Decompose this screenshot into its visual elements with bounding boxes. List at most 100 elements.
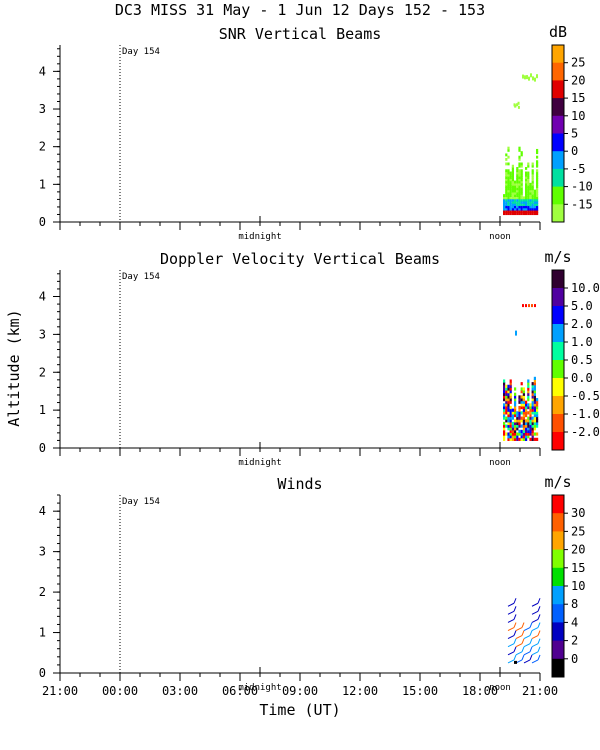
snr-cell — [511, 209, 514, 213]
snr-cell — [520, 205, 523, 209]
doppler-cell — [520, 416, 523, 420]
snr-cell — [522, 203, 525, 207]
doppler-cell — [518, 419, 521, 423]
x-tick-label: 06:00 — [222, 684, 258, 698]
doppler-cell — [529, 408, 532, 412]
doppler-cell — [522, 421, 525, 426]
snr-cell — [536, 200, 539, 204]
snr-cell — [518, 162, 521, 166]
doppler-velocity-panel: Doppler Velocity Vertical Beams 0 1 2 3 4 Day … — [39, 248, 600, 468]
snr-cell — [536, 209, 539, 213]
colorbar-segment — [552, 378, 564, 397]
snr-cell — [536, 169, 539, 173]
doppler-cell — [509, 424, 512, 428]
annotation-midnight: midnight — [238, 683, 281, 693]
wind-barb — [515, 651, 523, 656]
doppler-cell — [514, 387, 517, 391]
snr-cell — [531, 173, 534, 177]
wind-barb-flag — [513, 606, 517, 612]
snr-cell — [536, 198, 539, 202]
snr-cell — [507, 189, 510, 193]
snr-cell — [531, 191, 534, 195]
doppler-cell — [503, 379, 506, 383]
snr-cell — [527, 162, 530, 166]
snr-cell — [507, 191, 510, 195]
doppler-cell — [529, 419, 532, 423]
snr-cell — [527, 194, 530, 197]
doppler-cell — [527, 432, 530, 436]
snr-cell — [529, 189, 532, 193]
doppler-cell — [518, 398, 521, 402]
snr-cell — [536, 207, 539, 211]
snr-cell — [505, 169, 508, 173]
colorbar-label: -5 — [571, 162, 585, 176]
doppler-cell — [516, 435, 519, 439]
colorbar-label: 0.5 — [571, 353, 593, 367]
snr-cell — [516, 191, 519, 195]
snr-cell — [516, 182, 519, 186]
doppler-cell — [503, 429, 506, 434]
snr-cell — [511, 203, 514, 207]
doppler-cell — [507, 435, 510, 439]
snr-cell — [533, 205, 536, 209]
colorbar-segment — [552, 270, 564, 289]
snr-cell — [509, 212, 512, 216]
doppler-cell — [527, 435, 530, 439]
snr-cell — [520, 182, 523, 186]
y-tick-label: 2 — [39, 585, 46, 599]
snr-cell — [505, 196, 508, 200]
doppler-cell — [522, 427, 525, 431]
doppler-cell — [518, 413, 521, 418]
snr-cell — [505, 173, 508, 177]
doppler-cell — [529, 429, 532, 434]
wind-barb — [531, 659, 539, 664]
snr-cell — [527, 212, 530, 216]
colorbar-label: -10 — [571, 180, 593, 194]
doppler-cell — [503, 384, 506, 388]
snr-cell — [525, 185, 528, 188]
snr-cell — [507, 148, 510, 152]
snr-cell — [514, 187, 517, 191]
doppler-cell — [507, 408, 510, 412]
snr-cell — [507, 200, 510, 204]
snr-cell — [531, 205, 534, 209]
snr-cell — [516, 196, 519, 200]
doppler-cell — [511, 429, 514, 434]
snr-cell — [516, 209, 519, 213]
doppler-cell — [525, 304, 527, 308]
snr-cell — [505, 205, 508, 209]
snr-cell — [536, 164, 539, 168]
snr-cell — [509, 196, 512, 200]
wind-barb-flag — [521, 646, 525, 652]
panel-title: Winds — [277, 475, 322, 493]
snr-cell — [520, 209, 523, 213]
snr-cell — [507, 203, 510, 207]
doppler-cell — [520, 382, 523, 386]
snr-cell — [534, 77, 536, 82]
snr-cell — [507, 180, 510, 184]
doppler-cell — [531, 408, 534, 412]
doppler-cell — [531, 429, 534, 434]
snr-cell — [518, 207, 521, 211]
doppler-cell — [511, 411, 514, 415]
snr-cell — [511, 212, 514, 216]
doppler-cell — [522, 398, 525, 402]
colorbar-segment — [552, 133, 564, 152]
snr-cell — [518, 212, 521, 216]
snr-cell — [509, 176, 512, 179]
colorbar-unit: m/s — [544, 248, 571, 266]
doppler-cell — [503, 416, 506, 420]
annotation-midnight: midnight — [238, 458, 281, 468]
doppler-cell — [514, 435, 517, 439]
doppler-cell — [509, 382, 512, 386]
snr-cell — [526, 75, 528, 80]
x-tick-label: 09:00 — [282, 684, 318, 698]
snr-cell — [507, 198, 510, 202]
doppler-cell — [527, 384, 530, 388]
snr-cell — [536, 194, 539, 197]
snr-cell — [520, 189, 523, 193]
snr-cell — [507, 176, 510, 179]
snr-cell — [516, 178, 519, 182]
snr-cell — [505, 176, 508, 179]
doppler-cell — [531, 382, 534, 386]
